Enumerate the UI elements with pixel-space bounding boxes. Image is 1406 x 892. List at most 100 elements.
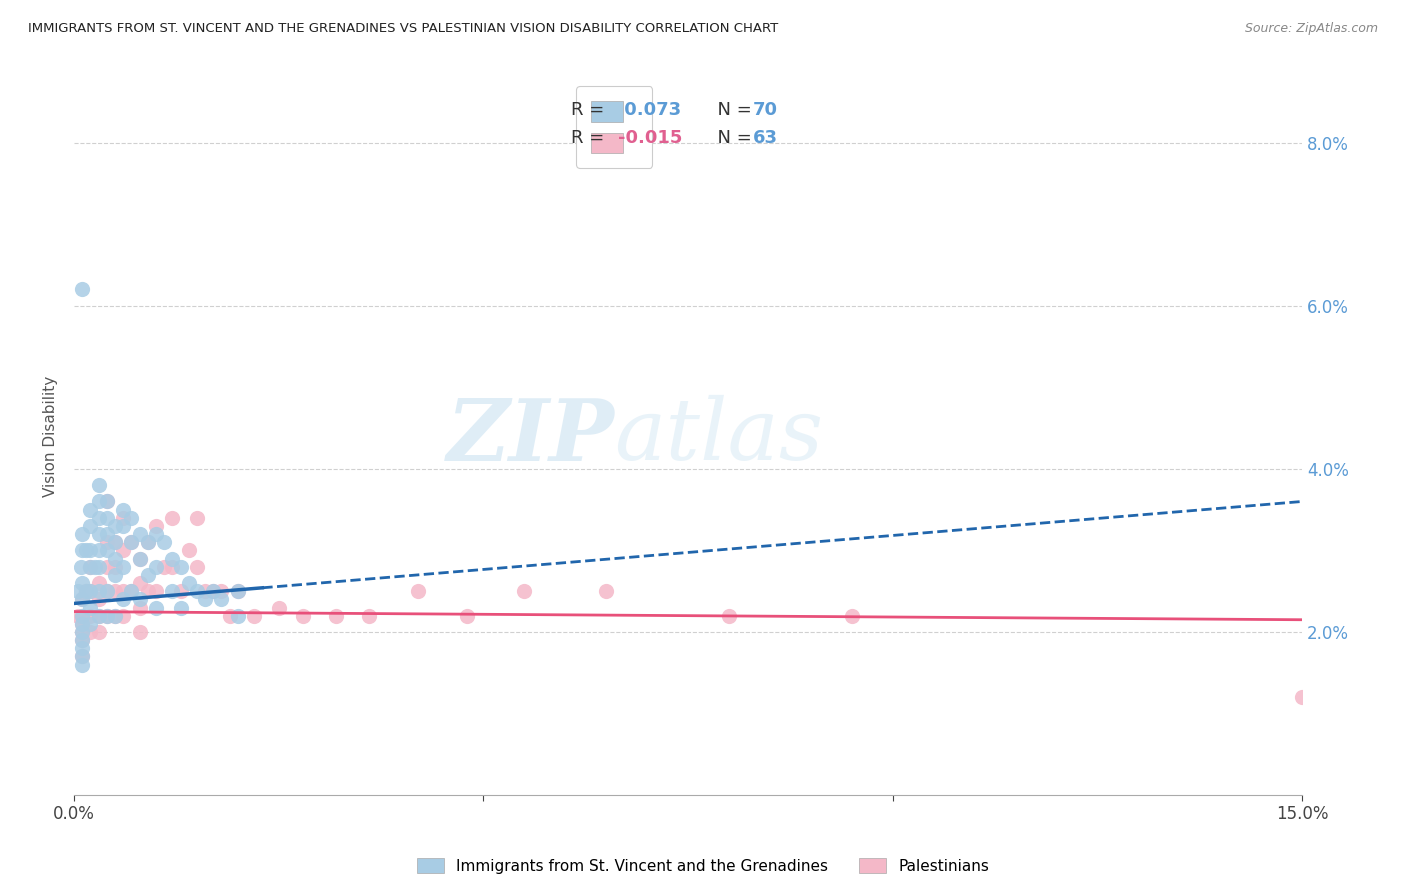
Point — [112, 502, 135, 516]
Point — [104, 584, 127, 599]
Point — [153, 559, 176, 574]
Point — [128, 551, 150, 566]
Point — [145, 519, 167, 533]
Text: N =: N = — [706, 129, 758, 147]
Point — [112, 584, 135, 599]
Point — [83, 559, 105, 574]
Point — [169, 600, 191, 615]
Point — [72, 633, 94, 648]
Point — [145, 584, 167, 599]
Point — [87, 608, 110, 623]
Point — [87, 576, 110, 591]
Point — [162, 559, 184, 574]
Point — [72, 641, 94, 656]
Point — [87, 608, 110, 623]
Point — [162, 584, 184, 599]
Point — [87, 624, 110, 639]
Point — [96, 494, 118, 508]
Point — [194, 584, 217, 599]
Point — [79, 616, 101, 631]
Point — [209, 592, 232, 607]
Text: -0.015: -0.015 — [619, 129, 682, 147]
Point — [112, 519, 135, 533]
Point — [145, 527, 167, 541]
Point — [87, 510, 110, 524]
Point — [112, 592, 135, 607]
Point — [79, 624, 101, 639]
Point — [226, 584, 249, 599]
Point — [136, 584, 159, 599]
Point — [87, 584, 110, 599]
Point — [202, 584, 225, 599]
Point — [96, 608, 118, 623]
Point — [243, 608, 266, 623]
Point — [120, 535, 142, 549]
Point — [75, 543, 97, 558]
Point — [120, 584, 142, 599]
Point — [87, 527, 110, 541]
Point — [79, 519, 101, 533]
Point — [186, 510, 208, 524]
Point — [169, 584, 191, 599]
Point — [186, 559, 208, 574]
Legend: , : , — [576, 87, 652, 168]
Point — [67, 584, 90, 599]
Point — [72, 633, 94, 648]
Point — [112, 559, 135, 574]
Point — [186, 584, 208, 599]
Point — [128, 592, 150, 607]
Point — [194, 592, 217, 607]
Point — [162, 551, 184, 566]
Point — [75, 584, 97, 599]
Point — [79, 600, 101, 615]
Point — [96, 559, 118, 574]
Point — [145, 600, 167, 615]
Point — [72, 616, 94, 631]
Point — [136, 567, 159, 582]
Point — [79, 584, 101, 599]
Point — [595, 584, 617, 599]
Point — [1291, 690, 1313, 705]
Legend: Immigrants from St. Vincent and the Grenadines, Palestinians: Immigrants from St. Vincent and the Gren… — [411, 852, 995, 880]
Point — [177, 576, 200, 591]
Point — [79, 543, 101, 558]
Text: 63: 63 — [754, 129, 778, 147]
Text: ZIP: ZIP — [447, 394, 614, 478]
Point — [72, 576, 94, 591]
Point — [87, 494, 110, 508]
Point — [72, 608, 94, 623]
Point — [67, 608, 90, 623]
Point — [406, 584, 429, 599]
Point — [456, 608, 478, 623]
Point — [136, 535, 159, 549]
Text: N =: N = — [706, 101, 758, 119]
Point — [841, 608, 863, 623]
Point — [145, 559, 167, 574]
Point — [96, 494, 118, 508]
Point — [72, 527, 94, 541]
Point — [79, 608, 101, 623]
Point — [87, 559, 110, 574]
Point — [357, 608, 380, 623]
Point — [79, 559, 101, 574]
Point — [112, 510, 135, 524]
Point — [226, 584, 249, 599]
Point — [72, 616, 94, 631]
Point — [153, 535, 176, 549]
Point — [104, 567, 127, 582]
Point — [162, 510, 184, 524]
Text: 0.073: 0.073 — [619, 101, 681, 119]
Point — [72, 649, 94, 664]
Text: atlas: atlas — [614, 395, 824, 477]
Point — [87, 592, 110, 607]
Text: IMMIGRANTS FROM ST. VINCENT AND THE GRENADINES VS PALESTINIAN VISION DISABILITY : IMMIGRANTS FROM ST. VINCENT AND THE GREN… — [28, 22, 779, 36]
Point — [112, 608, 135, 623]
Point — [72, 624, 94, 639]
Point — [128, 551, 150, 566]
Point — [72, 283, 94, 297]
Point — [72, 543, 94, 558]
Point — [128, 624, 150, 639]
Text: R =: R = — [571, 129, 610, 147]
Point — [104, 559, 127, 574]
Point — [128, 576, 150, 591]
